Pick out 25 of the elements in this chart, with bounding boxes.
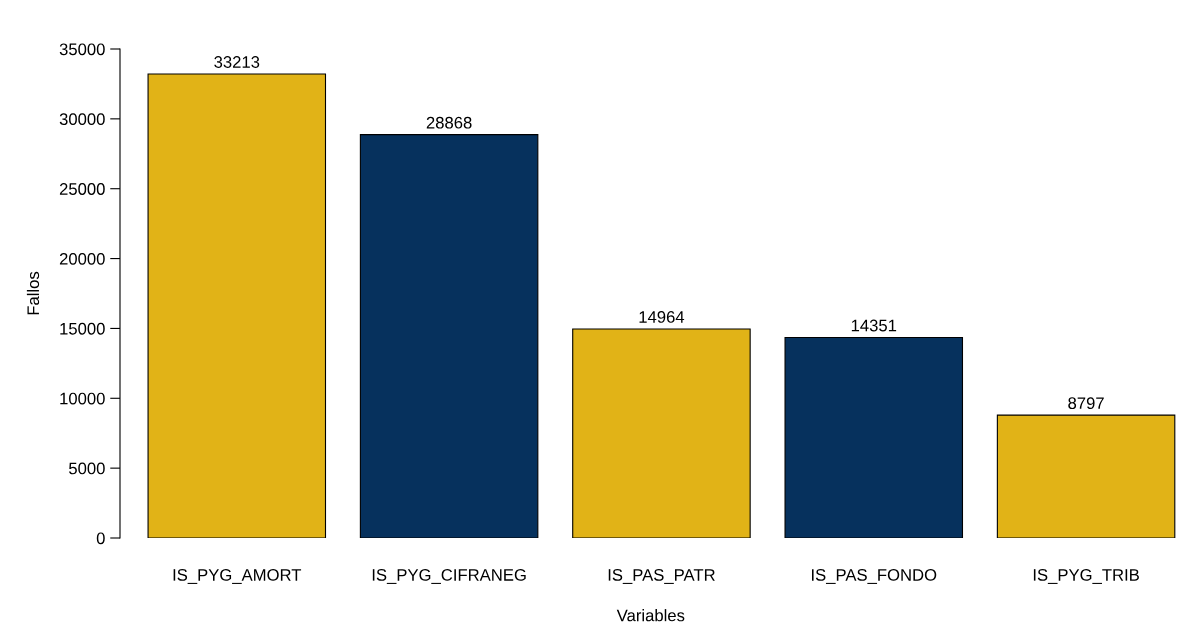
data-label: 28868: [426, 116, 472, 129]
y-tick-label: 30000: [59, 113, 105, 126]
x-tick-label: IS_PYG_AMORT: [173, 569, 302, 584]
data-label: 8797: [1068, 397, 1104, 410]
y-tick-label: 35000: [59, 43, 105, 56]
y-tick-label: 25000: [59, 183, 105, 195]
y-tick-label: 10000: [60, 392, 105, 405]
data-label: 33213: [214, 56, 260, 68]
bar: [996, 414, 1176, 538]
y-tick-label: 5000: [69, 462, 105, 475]
y-tick-label: 0: [96, 532, 105, 545]
bar: [147, 73, 327, 538]
bar: [359, 134, 539, 538]
x-tick-label: IS_PAS_FONDO: [812, 569, 937, 584]
x-axis-title: Variables: [616, 609, 685, 622]
data-label: 14964: [639, 311, 685, 323]
x-tick-label: IS_PYG_TRIB: [1033, 569, 1139, 584]
y-axis-title: Fallos: [26, 271, 40, 315]
data-label: 14351: [851, 319, 897, 332]
bar: [784, 336, 964, 538]
y-tick-label: 20000: [59, 252, 105, 265]
x-tick-label: IS_PAS_PATR: [608, 569, 715, 584]
y-tick-label: 15000: [60, 322, 105, 335]
x-tick-label: IS_PYG_CIFRANEG: [372, 569, 526, 584]
bar: [572, 328, 751, 538]
